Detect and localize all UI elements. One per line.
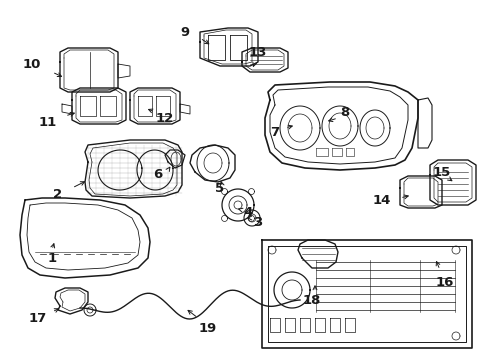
Text: 10: 10 [23,58,41,72]
Text: 6: 6 [153,168,163,181]
Text: 12: 12 [156,112,174,125]
Text: 15: 15 [433,166,451,179]
Text: 19: 19 [199,321,217,334]
Text: 3: 3 [253,216,263,229]
Text: 2: 2 [53,189,63,202]
Text: 16: 16 [436,275,454,288]
Text: 8: 8 [341,105,350,118]
Text: 17: 17 [29,311,47,324]
Text: 11: 11 [39,116,57,129]
Text: 4: 4 [244,206,253,219]
Text: 5: 5 [216,181,224,194]
Text: 18: 18 [303,293,321,306]
Text: 9: 9 [180,26,190,39]
Text: 1: 1 [48,252,56,265]
Text: 7: 7 [270,126,280,139]
Text: 13: 13 [249,45,267,58]
Text: 14: 14 [373,194,391,207]
